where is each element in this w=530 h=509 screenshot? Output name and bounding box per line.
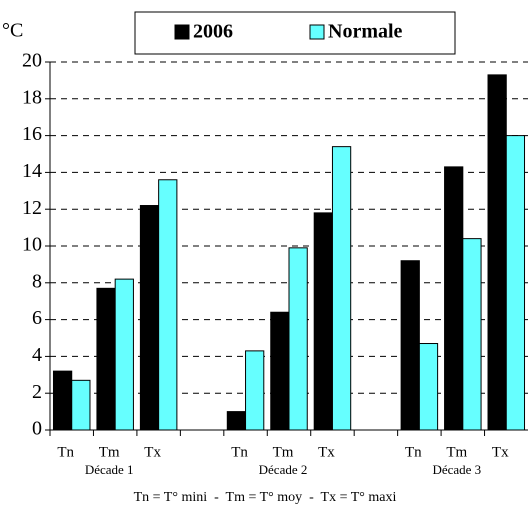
bar — [52, 370, 73, 431]
bar — [331, 146, 352, 431]
bar — [313, 212, 333, 431]
y-tick-label: 2 — [32, 381, 42, 403]
x-tick-label: Tx — [318, 444, 335, 460]
bar — [400, 260, 420, 431]
y-tick-label: 4 — [32, 344, 42, 366]
bar — [288, 247, 308, 431]
y-axis-label: °C — [2, 20, 23, 42]
footnote: Tn = T° mini - Tm = T° moy - Tx = T° max… — [134, 490, 397, 505]
y-tick-label: 6 — [32, 307, 42, 329]
bar — [418, 343, 439, 431]
x-tick-label: Tn — [405, 444, 422, 460]
legend-label: 2006 — [193, 21, 233, 43]
x-tick-label: Tx — [492, 444, 509, 460]
y-tick-label: 20 — [22, 50, 42, 72]
bar — [487, 74, 507, 431]
x-tick-label: Tm — [99, 444, 120, 460]
legend-swatch — [174, 24, 190, 40]
y-tick-label: 14 — [22, 160, 42, 182]
x-tick-label: Tn — [231, 444, 248, 460]
bar — [270, 311, 290, 431]
y-tick-label: 18 — [22, 86, 42, 108]
x-tick-label: Tx — [144, 444, 161, 460]
bar — [444, 166, 464, 431]
bar — [114, 278, 134, 431]
x-tick-label: Tn — [57, 444, 74, 460]
legend-swatch — [309, 24, 325, 40]
x-tick-label: Tm — [273, 444, 294, 460]
bar — [71, 379, 91, 431]
legend-label: Normale — [328, 21, 403, 43]
y-tick-label: 8 — [32, 270, 42, 292]
bar — [505, 135, 526, 431]
group-label: Décade 1 — [85, 462, 134, 477]
y-tick-label: 16 — [22, 123, 42, 145]
bar — [139, 205, 160, 431]
group-label: Décade 2 — [259, 462, 308, 477]
y-tick-label: 0 — [32, 418, 42, 440]
group-label: Décade 3 — [432, 462, 481, 477]
y-tick-label: 10 — [22, 234, 42, 256]
bar — [226, 411, 247, 431]
bar — [158, 179, 178, 431]
bar — [462, 238, 482, 431]
x-tick-label: Tm — [446, 444, 467, 460]
y-tick-label: 12 — [22, 197, 42, 219]
bar — [96, 287, 116, 431]
bar — [245, 350, 265, 431]
